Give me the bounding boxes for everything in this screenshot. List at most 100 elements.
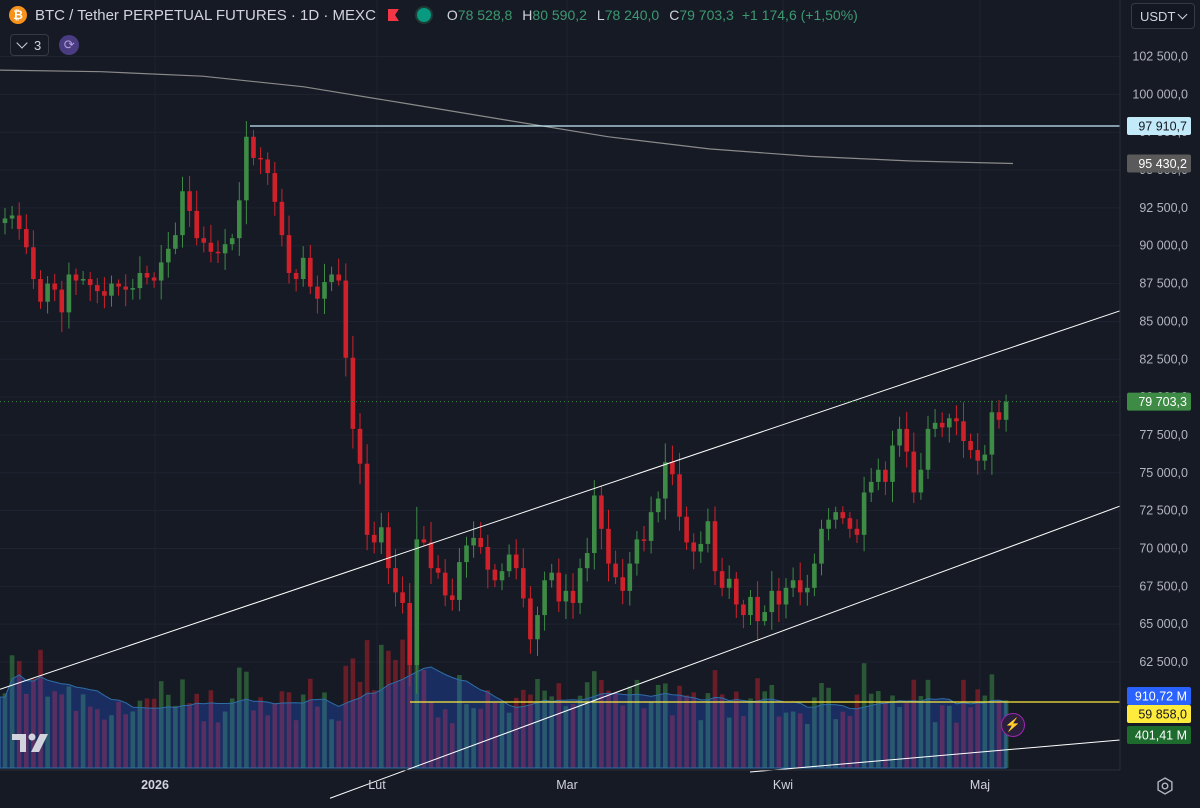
volume-bar (904, 702, 909, 768)
candle-body (819, 528, 824, 564)
volume-bar (805, 723, 810, 768)
candle-body (45, 283, 50, 302)
volume-bar (833, 719, 838, 768)
volume-bar (471, 708, 476, 768)
volume-bar (109, 715, 114, 768)
ohlc-open-value: 78 528,8 (457, 7, 513, 23)
volume-bar (435, 717, 441, 768)
drawings[interactable] (0, 125, 1121, 799)
sync-icon[interactable]: ⟳ (59, 35, 80, 55)
volume-bar (549, 696, 554, 768)
volume-bar (535, 679, 540, 768)
volume-bar (215, 722, 221, 768)
volume-bar (748, 698, 753, 768)
candle-body (925, 428, 931, 470)
volume-bar (776, 716, 782, 768)
candle-body (24, 229, 29, 248)
volume-bar (819, 683, 824, 768)
candles (2, 121, 1009, 694)
candle-body (457, 562, 462, 600)
candle-body (698, 543, 704, 552)
volume-bar (719, 694, 725, 768)
price-badge-label: 95 430,2 (1138, 157, 1187, 171)
candle-body (492, 569, 498, 581)
candle-body (73, 274, 79, 281)
candle-body (222, 244, 228, 254)
channel-upper-line[interactable] (0, 310, 1121, 690)
candle-body (265, 159, 270, 174)
price-badge-label: 79 703,3 (1138, 395, 1187, 409)
candle-body (606, 528, 611, 564)
volume-bar (627, 686, 633, 768)
volume-bar (251, 710, 256, 768)
volume-bar (38, 649, 43, 768)
price-badge (1127, 687, 1191, 705)
candle-body (989, 412, 995, 455)
volume-bar (52, 691, 57, 768)
candle-body (719, 571, 725, 588)
candle-body (577, 568, 583, 603)
volume-bar (925, 679, 931, 768)
currency-select[interactable]: USDT (1131, 3, 1195, 29)
volume-bar (790, 711, 796, 768)
volume-ma-area (0, 666, 1007, 769)
candle-body (904, 428, 909, 452)
candle-body (31, 247, 36, 280)
candle-body (535, 615, 540, 640)
tradingview-logo-icon[interactable] (12, 732, 52, 754)
channel-lower-line[interactable] (329, 505, 1121, 799)
candle-body (478, 537, 483, 547)
market-status-icon[interactable] (416, 8, 431, 22)
candle-body (151, 277, 157, 281)
candle-body (464, 545, 469, 563)
volume-bar (457, 674, 462, 768)
candle-body (755, 596, 760, 622)
volume-bar (379, 644, 384, 768)
flag-icon[interactable] (387, 9, 399, 21)
volume-bar (513, 697, 519, 768)
volume-bar (584, 682, 590, 768)
volume-bar (45, 696, 50, 768)
candle-body (641, 539, 647, 541)
candle-body (996, 412, 1002, 420)
candle-body (499, 571, 505, 581)
lightning-icon[interactable]: ⚡ (1001, 713, 1025, 737)
ohlc-open-key: O (446, 7, 458, 23)
volume-bar (592, 671, 597, 768)
candle-body (194, 210, 199, 239)
volume-bar (890, 695, 895, 768)
volume-bar (655, 684, 661, 768)
volume-bar (102, 719, 107, 768)
volume-bar (954, 722, 959, 768)
candle-body (670, 462, 675, 475)
price-badge-label: 59 858,0 (1138, 708, 1187, 722)
candle-body (783, 587, 789, 605)
volume-bar (187, 703, 192, 768)
volume-bar (322, 692, 327, 768)
time-axis[interactable]: 2026 Lut Mar Kwi Maj (141, 778, 990, 792)
volume-bar (180, 679, 185, 768)
volume-bar (286, 692, 292, 768)
volume-bar (95, 709, 100, 768)
currency-label: USDT (1140, 8, 1176, 24)
trendline-drawing[interactable] (749, 739, 1121, 773)
gear-icon[interactable] (1156, 777, 1174, 795)
candle-body (237, 200, 242, 239)
candle-body (840, 512, 846, 519)
volume-bar (982, 695, 988, 768)
candle-body (691, 542, 696, 552)
candle-body (201, 238, 207, 243)
volume-bar (897, 706, 902, 768)
candle-body (549, 572, 554, 581)
symbol-title[interactable]: BTC / Tether PERPETUAL FUTURES · 1D · ME… (35, 6, 376, 24)
candle-body (954, 418, 959, 422)
price-tick-label: 77 500,0 (1139, 428, 1188, 442)
candle-body (251, 136, 256, 158)
indicators-toggle-button[interactable]: 3 (10, 34, 50, 56)
candle-body (911, 451, 917, 493)
candle-body (797, 580, 803, 593)
volume-bar (932, 722, 938, 768)
candle-body (947, 418, 952, 428)
price-tick-label: 85 000,0 (1139, 314, 1188, 328)
